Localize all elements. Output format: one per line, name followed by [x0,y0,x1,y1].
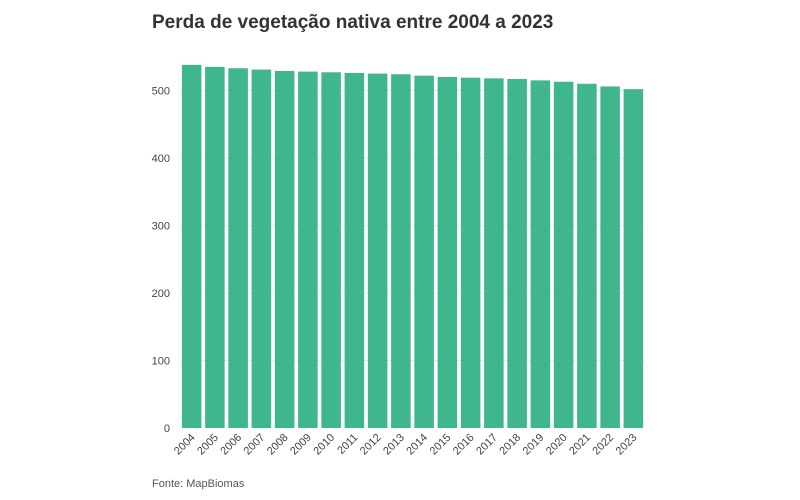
x-tick-label: 2011 [335,432,360,457]
x-tick-label: 2007 [242,432,268,458]
bar-2023 [623,89,644,429]
y-axis-ticks: 0 100 200 300 400 500 [152,86,170,436]
grid-lines [180,90,645,361]
x-tick-label: 2016 [451,432,477,458]
bar-2018 [507,79,527,429]
x-tick-label: 2012 [358,432,384,458]
y-tick-label: 200 [152,288,170,300]
bar-2016 [460,77,481,429]
x-tick-label: 2021 [567,432,593,458]
bar-2009 [298,71,318,428]
bar-2008 [274,70,295,429]
x-tick-label: 2004 [172,432,198,458]
bar-2006 [228,68,248,428]
bar-2017 [484,78,504,428]
bar-2005 [205,66,225,428]
y-tick-label: 500 [152,86,170,98]
chart-title: Perda de vegetação nativa entre 2004 a 2… [152,12,554,33]
bar-2004 [181,64,202,428]
bar-2019 [530,80,551,428]
bar-2011 [344,72,365,428]
y-tick-label: 400 [152,153,170,165]
bar-2020 [553,81,574,428]
bar-2022 [600,86,620,428]
bar-2007 [251,69,272,428]
x-tick-label: 2015 [428,432,454,458]
bar-2021 [577,83,597,428]
y-tick-label: 100 [152,356,170,368]
bar-2015 [437,77,458,428]
y-tick-label: 300 [152,221,170,233]
bar-2013 [391,74,411,429]
x-tick-label: 2013 [381,432,407,458]
x-tick-label: 2018 [497,432,523,458]
x-tick-label: 2005 [195,432,221,458]
bar-2014 [414,75,434,429]
x-tick-label: 2014 [404,432,430,458]
x-tick-label: 2019 [521,432,547,458]
x-tick-label: 2006 [218,432,244,458]
x-axis-ticks: 2004200520062007200820092010201120122013… [172,432,640,458]
x-tick-label: 2023 [614,432,640,458]
x-tick-label: 2020 [544,432,570,458]
bars [181,64,644,429]
x-tick-label: 2008 [265,432,291,458]
x-tick-label: 2017 [474,432,500,458]
x-tick-label: 2010 [311,432,337,458]
chart-source: Fonte: MapBiomas [152,478,245,490]
y-tick-label: 0 [164,423,170,435]
bar-2012 [367,73,388,428]
x-tick-label: 2022 [590,432,616,458]
bar-2010 [321,72,341,429]
x-tick-label: 2009 [288,432,314,458]
